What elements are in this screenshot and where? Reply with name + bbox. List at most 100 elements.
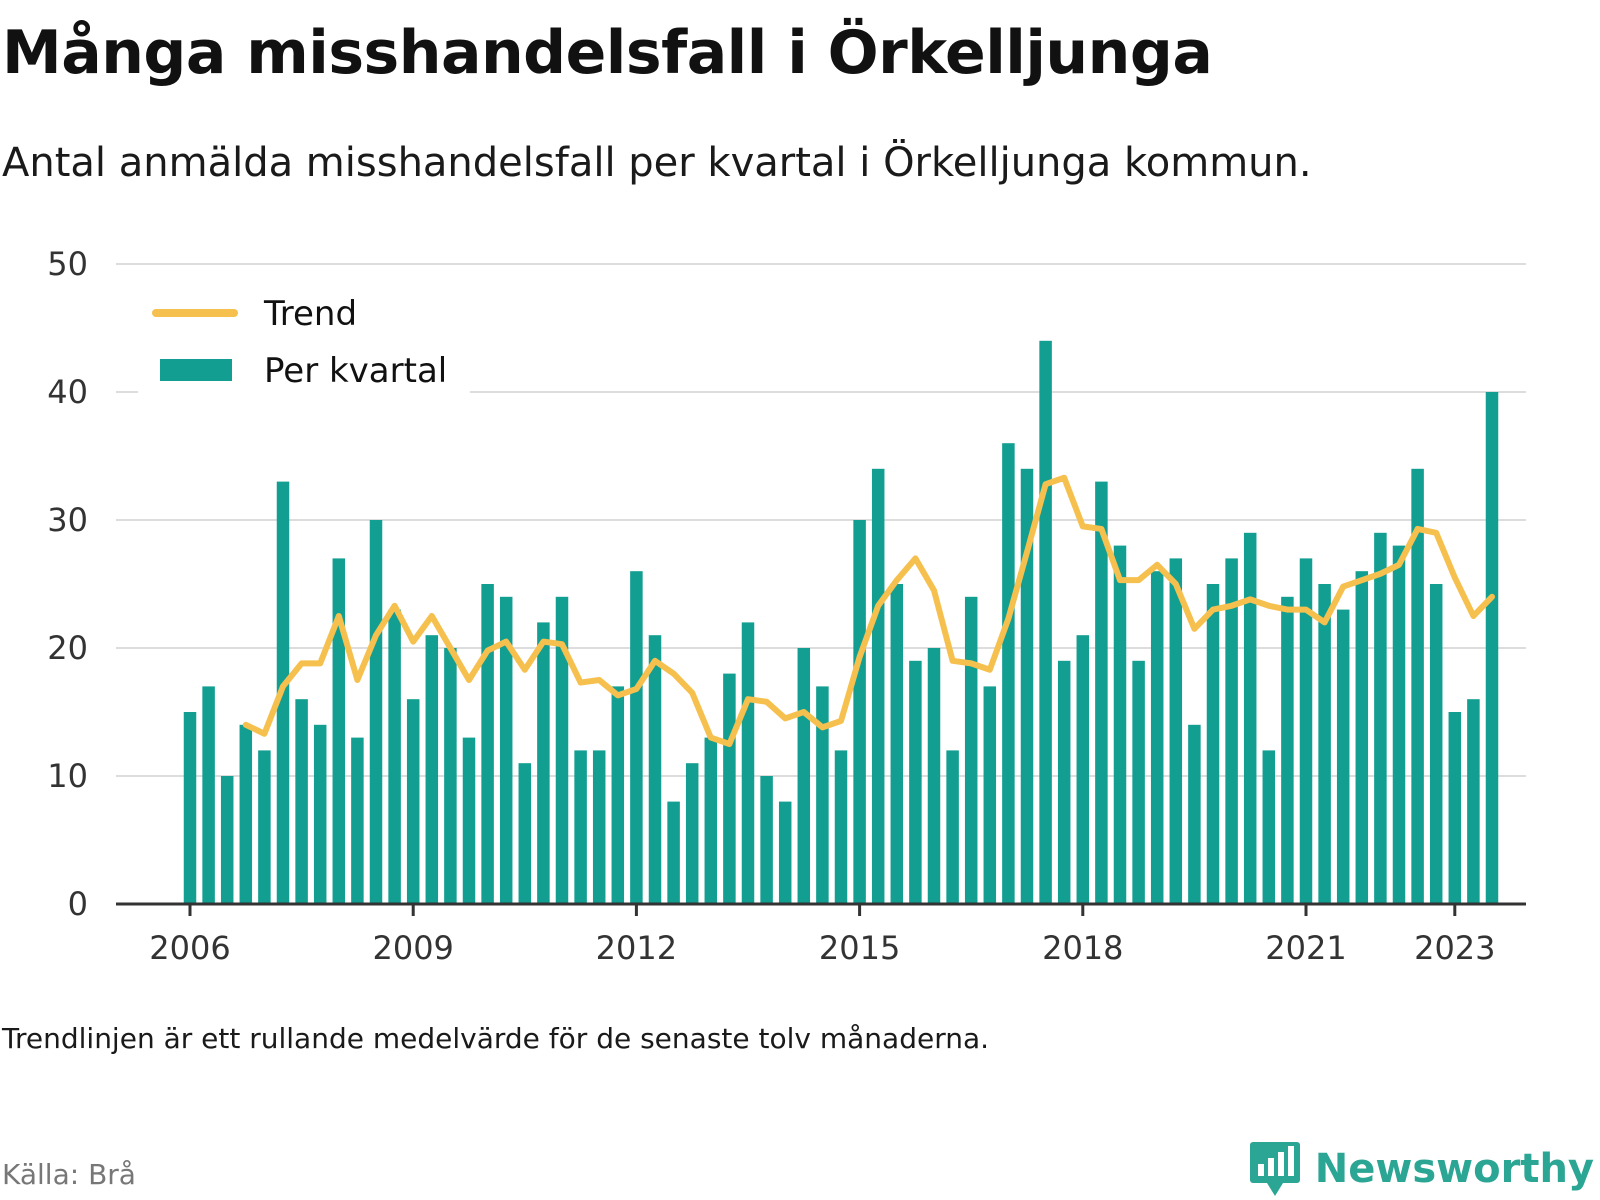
bar [685,763,699,904]
bar [239,724,253,904]
y-tick-label: 30 [47,501,88,539]
bar [1057,660,1071,904]
bar [313,724,327,904]
bar [1448,712,1462,904]
chart-title: Många misshandelsfall i Örkelljunga [2,18,1213,88]
bar [462,737,476,904]
legend: Trend Per kvartal [138,288,470,400]
x-tick-label: 2009 [372,929,453,967]
bar [723,673,736,904]
bar [1095,481,1108,904]
bar [1355,571,1369,904]
bar [890,584,904,904]
bar [202,686,215,904]
bar [983,686,997,904]
bar [1039,340,1052,904]
bar [183,712,197,904]
bar [816,686,829,904]
bar [1206,584,1220,904]
bar [1020,468,1034,904]
bar [1374,532,1387,904]
bar [406,699,420,904]
trend-note: Trendlinjen är ett rullande medelvärde f… [2,1022,990,1055]
trend-series [242,474,1495,747]
y-tick-label: 10 [47,757,88,795]
chart-subtitle: Antal anmälda misshandelsfall per kvarta… [2,140,1312,186]
bar [1243,532,1257,904]
bar [499,596,513,904]
bar [1169,558,1183,904]
bar [1076,635,1090,904]
brand-logo[interactable]: Newsworthy [1249,1140,1594,1198]
bar [1002,443,1015,904]
x-tick-label: 2006 [149,929,230,967]
bar [741,622,755,904]
bar [220,776,234,904]
bar [1132,660,1145,904]
bar [1429,584,1443,904]
bar [295,699,308,904]
legend-bar-label: Per kvartal [264,351,447,391]
bar [1262,750,1276,904]
bar [871,468,885,904]
bar [778,801,792,904]
bar [425,635,439,904]
source-label: Källa: Brå [2,1158,136,1191]
x-tick-label: 2012 [596,929,677,967]
bar [481,584,494,904]
bar [444,648,457,904]
bar [574,750,587,904]
bar [1225,558,1238,904]
bar [258,750,271,904]
bar [1281,596,1294,904]
bar [909,660,922,904]
bar [518,763,532,904]
bar [1150,571,1164,904]
bar [1188,724,1201,904]
bar [1485,392,1499,904]
bar [1467,699,1480,904]
bar [369,520,383,904]
bar [555,596,569,904]
bar [1411,468,1424,904]
bar [1318,584,1331,904]
bar [667,801,680,904]
bar [834,750,848,904]
bar [704,737,718,904]
trend-line [242,474,1495,747]
bar [946,750,959,904]
newsworthy-logo-icon [1249,1142,1300,1196]
x-tick-label: 2023 [1414,929,1495,967]
bar [630,571,643,904]
bar [1299,558,1313,904]
bar [964,596,978,904]
bar [611,686,625,904]
y-tick-label: 50 [47,245,88,283]
brand-name: Newsworthy [1314,1146,1594,1192]
bar [1336,609,1350,904]
bar [351,737,364,904]
bar [927,648,941,904]
y-axis-ticks: 0 10 20 30 40 50 [47,245,88,923]
x-axis-ticks: 2006 2009 2012 2015 2018 2021 2023 [149,904,1496,967]
bar [1113,545,1127,904]
bar [853,520,866,904]
bar [388,609,401,904]
y-tick-label: 0 [68,885,88,923]
y-tick-label: 40 [47,373,88,411]
legend-bar-swatch [160,359,232,381]
x-tick-label: 2015 [819,929,900,967]
bar [797,648,811,904]
y-tick-label: 20 [47,629,88,667]
bar [760,776,773,904]
x-tick-label: 2021 [1265,929,1346,967]
bar [537,622,550,904]
bar [332,558,346,904]
bar-series [183,340,1499,904]
x-tick-label: 2018 [1042,929,1123,967]
bar [592,750,606,904]
bar [1392,545,1406,904]
bar [648,635,662,904]
legend-trend-label: Trend [263,294,357,334]
